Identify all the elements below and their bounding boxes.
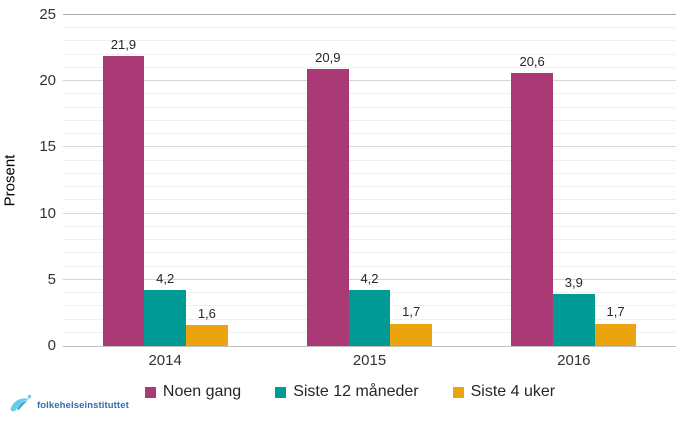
minor-gridline [63, 265, 676, 267]
major-gridline [63, 212, 676, 214]
minor-gridline [63, 225, 676, 227]
legend-swatch [452, 386, 464, 398]
minor-gridline [63, 252, 676, 254]
y-axis-title: Prosent [1, 154, 19, 207]
value-label: 4,2 [156, 271, 175, 287]
bar-siste-4-uker-2015 [390, 323, 433, 346]
y-tick-label: 0 [47, 337, 56, 354]
legend-item-noen-gang: Noen gang [144, 383, 242, 401]
minor-gridline [63, 53, 676, 55]
minor-gridline [63, 66, 676, 68]
minor-gridline [63, 239, 676, 241]
value-label: 3,9 [564, 275, 583, 291]
minor-gridline [63, 27, 676, 29]
legend-label: Siste 12 måneder [293, 383, 419, 400]
legend-item-siste-12-m-neder: Siste 12 måneder [275, 383, 419, 401]
minor-gridline [63, 159, 676, 161]
x-tick-label-2015: 2015 [352, 352, 387, 369]
y-tick-label: 20 [39, 72, 56, 90]
bar-siste-12-m-neder-2014 [144, 290, 186, 346]
value-label: 1,6 [197, 305, 216, 321]
y-tick-label: 25 [39, 6, 56, 23]
legend-swatch [144, 386, 156, 398]
minor-gridline [63, 93, 676, 95]
bar-siste-4-uker-2014 [186, 324, 228, 346]
fhi-logo-icon [10, 394, 32, 412]
bar-noen-gang-2014 [102, 56, 145, 346]
y-tick-label: 5 [47, 270, 56, 288]
bar-siste-12-m-neder-2015 [348, 290, 391, 346]
fhi-logo: folkehelseinstituttet [8, 392, 129, 418]
major-gridline [63, 146, 676, 148]
minor-gridline [63, 133, 676, 135]
minor-gridline [63, 199, 676, 201]
bar-siste-12-m-neder-2016 [552, 294, 595, 346]
y-tick-label: 10 [39, 204, 56, 222]
minor-gridline [63, 172, 676, 174]
minor-gridline [63, 106, 676, 108]
bar-noen-gang-2016 [511, 73, 553, 346]
legend-label: Noen gang [162, 383, 242, 400]
x-tick-label-2014: 2014 [148, 352, 182, 369]
major-gridline [63, 80, 676, 82]
plot-area: 21,9 4,2 1,6 20,9 4,2 1,7 20,6 3,9 1,7 [63, 14, 676, 347]
minor-gridline [63, 40, 676, 42]
legend-swatch [275, 386, 287, 398]
minor-gridline [63, 119, 676, 121]
major-gridline [63, 14, 676, 15]
minor-gridline [63, 186, 676, 188]
y-tick-label: 15 [39, 138, 56, 156]
value-label: 1,7 [402, 304, 421, 320]
value-label: 20,9 [315, 50, 341, 66]
bar-noen-gang-2015 [306, 69, 349, 346]
value-label: 20,6 [519, 54, 545, 70]
legend-item-siste-4-uker: Siste 4 uker [452, 383, 556, 401]
x-tick-label-2016: 2016 [557, 352, 591, 369]
legend: Noen gang Siste 12 måneder Siste 4 uker [0, 383, 700, 401]
value-label: 4,2 [360, 271, 379, 287]
major-gridline [63, 278, 676, 280]
fhi-logo-text: folkehelseinstituttet [37, 399, 129, 411]
legend-label: Siste 4 uker [470, 383, 556, 400]
value-label: 21,9 [110, 37, 137, 53]
value-label: 1,7 [606, 304, 625, 320]
bar-siste-4-uker-2016 [594, 323, 637, 346]
